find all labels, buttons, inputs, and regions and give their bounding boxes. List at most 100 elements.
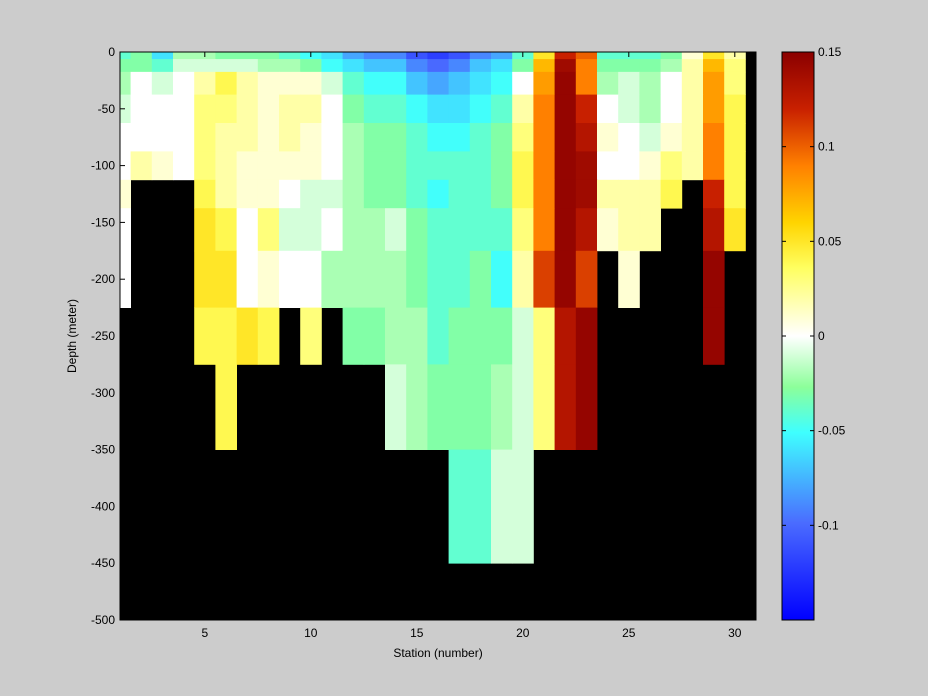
heatmap-cell — [724, 94, 746, 124]
heatmap-cell — [448, 208, 471, 252]
heatmap-cell — [194, 71, 216, 95]
heatmap-cell — [491, 71, 513, 95]
heatmap-cell — [342, 307, 365, 365]
heatmap-cell — [300, 94, 322, 124]
heatmap-cell — [215, 179, 237, 209]
y-tick-label: -400 — [91, 499, 115, 513]
heatmap-cell — [279, 59, 301, 73]
heatmap-cell — [597, 52, 619, 60]
heatmap-cell — [427, 179, 449, 209]
heatmap-cell — [618, 208, 640, 252]
heatmap-cell — [363, 208, 386, 252]
heatmap-cell — [257, 59, 280, 73]
heatmap-cell — [363, 151, 386, 181]
heatmap-cell — [300, 71, 322, 95]
heatmap-cell — [385, 250, 407, 308]
heatmap-cell — [406, 179, 428, 209]
heatmap-cell — [575, 71, 598, 95]
heatmap-cell — [385, 59, 407, 73]
heatmap-cell — [448, 364, 471, 450]
heatmap-cell — [194, 94, 216, 124]
heatmap-cell — [279, 52, 301, 60]
heatmap-cell — [151, 151, 174, 181]
y-tick-label: -100 — [91, 159, 115, 173]
heatmap-cell — [363, 52, 386, 60]
heatmap-cell — [469, 94, 492, 124]
heatmap-cell — [533, 250, 555, 308]
colorbar-tick-label: 0.05 — [818, 234, 842, 248]
heatmap-cell — [533, 71, 555, 95]
heatmap-cell — [215, 151, 237, 181]
heatmap-cell — [618, 71, 640, 95]
heatmap-cell — [385, 364, 407, 450]
heatmap-cell — [427, 123, 449, 152]
heatmap-cell — [321, 71, 343, 95]
heatmap-cell — [554, 364, 577, 450]
heatmap-cell — [363, 123, 386, 152]
heatmap-cell — [575, 52, 598, 60]
heatmap-cell — [151, 52, 174, 60]
heatmap-cell — [618, 59, 640, 73]
heatmap-cell — [512, 208, 534, 252]
heatmap-cell — [194, 208, 216, 252]
heatmap-cell — [385, 307, 407, 365]
heatmap-cell — [300, 151, 322, 181]
heatmap-cell — [469, 151, 492, 181]
heatmap-cell — [120, 151, 131, 181]
heatmap-cell — [342, 179, 365, 209]
heatmap-cell — [575, 250, 598, 308]
heatmap-cell — [448, 151, 471, 181]
heatmap-cell — [215, 52, 237, 60]
heatmap-cell — [130, 123, 153, 152]
heatmap-cell — [724, 151, 746, 181]
heatmap-cell — [194, 123, 216, 152]
heatmap-cell — [173, 71, 195, 95]
heatmap-cell — [363, 71, 386, 95]
heatmap-cell — [120, 250, 131, 308]
heatmap-cell — [194, 59, 216, 73]
heatmap-cell — [257, 71, 280, 95]
colorbar-tick-label: 0.15 — [818, 45, 842, 59]
heatmap-cell — [321, 179, 343, 209]
heatmap-cell — [469, 307, 492, 365]
heatmap-cell — [120, 179, 131, 209]
heatmap-cell — [533, 123, 555, 152]
heatmap-cell — [448, 179, 471, 209]
heatmap-cell — [321, 59, 343, 73]
heatmap-cell — [660, 123, 683, 152]
heatmap-cell — [554, 71, 577, 95]
heatmap-cell — [533, 94, 555, 124]
heatmap-cell — [236, 151, 259, 181]
y-axis: 0 -50 -100 -150 -200 -250 -300 -350 -400 -450 -500 — [91, 45, 756, 627]
heatmap-cell — [469, 364, 492, 450]
heatmap-cell — [491, 123, 513, 152]
heatmap-cell — [512, 151, 534, 181]
heatmap-cell — [597, 71, 619, 95]
heatmap-cell — [385, 208, 407, 252]
heatmap-cell — [703, 208, 725, 252]
heatmap-cell — [533, 208, 555, 252]
y-tick-label: -250 — [91, 329, 115, 343]
heatmap-cell — [279, 151, 301, 181]
heatmap-cell — [385, 151, 407, 181]
heatmap-cell — [120, 123, 131, 152]
heatmap-cell — [236, 59, 259, 73]
heatmap-cell — [363, 179, 386, 209]
heatmap-cell — [194, 250, 216, 308]
heatmap-cell — [363, 307, 386, 365]
heatmap-cell — [512, 94, 534, 124]
heatmap-cell — [681, 71, 704, 95]
heatmap-cell — [427, 151, 449, 181]
heatmap-cell — [703, 71, 725, 95]
heatmap-cell — [215, 59, 237, 73]
heatmap-cell — [660, 52, 683, 60]
heatmap-cell — [342, 151, 365, 181]
heatmap-cell — [130, 151, 153, 181]
heatmap-cell — [427, 94, 449, 124]
heatmap-cell — [342, 59, 365, 73]
heatmap-cell — [703, 59, 725, 73]
heatmap-cell — [300, 250, 322, 308]
heatmap-cell — [300, 59, 322, 73]
heatmap-cell — [469, 59, 492, 73]
heatmap-cell — [257, 52, 280, 60]
